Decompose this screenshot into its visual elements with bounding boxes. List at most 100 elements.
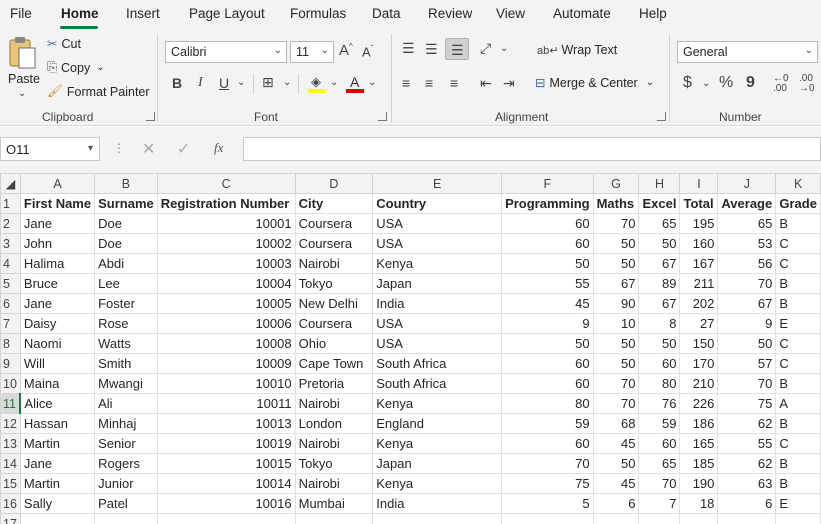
- cell-a13[interactable]: Martin: [19, 433, 96, 454]
- column-header-f[interactable]: F: [501, 173, 594, 194]
- cell-j15[interactable]: 63: [717, 473, 777, 494]
- cell-c16[interactable]: 10016: [156, 493, 296, 514]
- cell-i10[interactable]: 210: [679, 373, 719, 394]
- cell-f1[interactable]: Programming: [501, 193, 594, 214]
- name-box[interactable]: O11 ▾: [0, 137, 100, 161]
- chevron-down-icon[interactable]: ⌄: [702, 78, 711, 89]
- cell-f3[interactable]: 60: [501, 233, 594, 254]
- tab-data[interactable]: Data: [372, 6, 401, 21]
- cell-f16[interactable]: 5: [501, 493, 594, 514]
- increase-font-size-icon[interactable]: A^: [339, 42, 353, 59]
- cell-a9[interactable]: Will: [19, 353, 96, 374]
- column-header-d[interactable]: D: [294, 173, 374, 194]
- cell-i1[interactable]: Total: [679, 193, 719, 214]
- cell-b16[interactable]: Patel: [94, 493, 158, 514]
- row-header-14[interactable]: 14: [0, 453, 21, 474]
- cell-b14[interactable]: Rogers: [94, 453, 158, 474]
- cell-a3[interactable]: John: [19, 233, 96, 254]
- cell-e6[interactable]: India: [372, 293, 503, 314]
- cell-j3[interactable]: 53: [717, 233, 777, 254]
- cell-h3[interactable]: 50: [638, 233, 681, 254]
- font-family-select[interactable]: Calibri ⌄: [165, 41, 287, 63]
- cell-k2[interactable]: B: [775, 213, 821, 234]
- currency-button[interactable]: $: [683, 74, 692, 91]
- cell-f7[interactable]: 9: [501, 313, 594, 334]
- cell-k6[interactable]: B: [775, 293, 821, 314]
- cell-f14[interactable]: 70: [501, 453, 594, 474]
- cell-a7[interactable]: Daisy: [19, 313, 96, 334]
- comma-style-button[interactable]: 9: [746, 74, 755, 91]
- cell-a16[interactable]: Sally: [19, 493, 96, 514]
- fill-color-button[interactable]: ◈: [308, 74, 328, 94]
- tab-formulas[interactable]: Formulas: [290, 6, 347, 21]
- tab-view[interactable]: View: [496, 6, 526, 21]
- tab-review[interactable]: Review: [428, 6, 473, 21]
- cell-j4[interactable]: 56: [717, 253, 777, 274]
- cell-e16[interactable]: India: [372, 493, 503, 514]
- cell-g13[interactable]: 45: [592, 433, 640, 454]
- row-header-6[interactable]: 6: [0, 293, 21, 314]
- cell-a10[interactable]: Maina: [19, 373, 96, 394]
- cell-c7[interactable]: 10006: [156, 313, 296, 334]
- cell-b2[interactable]: Doe: [94, 213, 158, 234]
- cell-j7[interactable]: 9: [717, 313, 777, 334]
- cell-e14[interactable]: Japan: [372, 453, 503, 474]
- cell-i8[interactable]: 150: [679, 333, 719, 354]
- cell-j17[interactable]: [717, 513, 777, 524]
- cell-h10[interactable]: 80: [638, 373, 681, 394]
- tab-page-layout[interactable]: Page Layout: [189, 6, 265, 21]
- decrease-indent-icon[interactable]: ⇤: [480, 75, 492, 91]
- cell-d8[interactable]: Ohio: [294, 333, 374, 354]
- cell-h2[interactable]: 65: [638, 213, 681, 234]
- cell-b15[interactable]: Junior: [94, 473, 158, 494]
- chevron-down-icon[interactable]: ⌄: [330, 77, 339, 88]
- cell-i14[interactable]: 185: [679, 453, 719, 474]
- cell-k10[interactable]: B: [775, 373, 821, 394]
- row-header-8[interactable]: 8: [0, 333, 21, 354]
- column-header-i[interactable]: I: [679, 173, 719, 194]
- cell-h6[interactable]: 67: [638, 293, 681, 314]
- cell-k5[interactable]: B: [775, 273, 821, 294]
- cell-k15[interactable]: B: [775, 473, 821, 494]
- cell-c13[interactable]: 10019: [156, 433, 296, 454]
- cell-e2[interactable]: USA: [372, 213, 503, 234]
- cell-f8[interactable]: 50: [501, 333, 594, 354]
- tab-insert[interactable]: Insert: [126, 6, 160, 21]
- row-header-10[interactable]: 10: [0, 373, 21, 394]
- cell-b8[interactable]: Watts: [94, 333, 158, 354]
- cell-h4[interactable]: 67: [638, 253, 681, 274]
- cell-g9[interactable]: 50: [592, 353, 640, 374]
- cell-i16[interactable]: 18: [679, 493, 719, 514]
- cell-b6[interactable]: Foster: [94, 293, 158, 314]
- cell-f13[interactable]: 60: [501, 433, 594, 454]
- cut-button[interactable]: ✂ Cut: [47, 36, 81, 52]
- tab-automate[interactable]: Automate: [553, 6, 611, 21]
- row-header-5[interactable]: 5: [0, 273, 21, 294]
- cell-f4[interactable]: 50: [501, 253, 594, 274]
- column-header-b[interactable]: B: [94, 173, 158, 194]
- align-left-icon[interactable]: ≡: [402, 75, 411, 91]
- cell-b9[interactable]: Smith: [94, 353, 158, 374]
- row-header-15[interactable]: 15: [0, 473, 21, 494]
- cell-g11[interactable]: 70: [592, 393, 640, 414]
- cell-d15[interactable]: Nairobi: [294, 473, 374, 494]
- cell-i4[interactable]: 167: [679, 253, 719, 274]
- cell-c5[interactable]: 10004: [156, 273, 296, 294]
- cell-d11[interactable]: Nairobi: [294, 393, 374, 414]
- cell-d5[interactable]: Tokyo: [294, 273, 374, 294]
- cell-k17[interactable]: [775, 513, 821, 524]
- cell-e11[interactable]: Kenya: [372, 393, 503, 414]
- cell-j16[interactable]: 6: [717, 493, 777, 514]
- align-middle-icon[interactable]: ☰: [425, 41, 438, 57]
- align-center-icon[interactable]: ≡: [425, 75, 434, 91]
- row-header-13[interactable]: 13: [0, 433, 21, 454]
- cell-j8[interactable]: 50: [717, 333, 777, 354]
- row-header-3[interactable]: 3: [0, 233, 21, 254]
- column-header-a[interactable]: A: [19, 173, 96, 194]
- paste-button[interactable]: Paste ⌄: [4, 34, 40, 102]
- font-launcher-icon[interactable]: [378, 112, 387, 121]
- cell-j2[interactable]: 65: [717, 213, 777, 234]
- increase-indent-icon[interactable]: ⇥: [503, 75, 515, 91]
- cell-e13[interactable]: Kenya: [372, 433, 503, 454]
- cell-b7[interactable]: Rose: [94, 313, 158, 334]
